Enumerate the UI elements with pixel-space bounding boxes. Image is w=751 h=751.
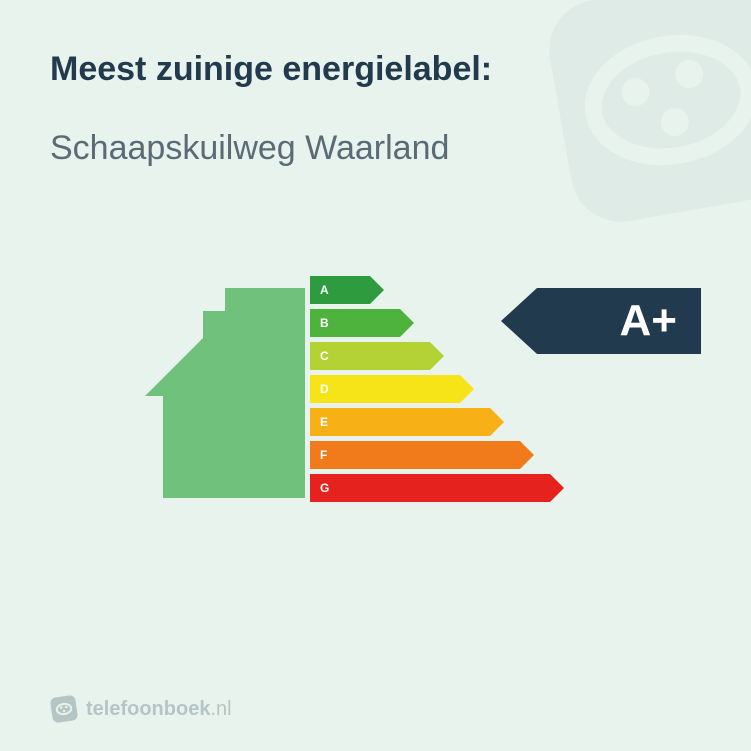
bar-shape: F (310, 441, 534, 469)
bar-shape: E (310, 408, 504, 436)
energy-bar-f: F (310, 439, 564, 471)
bar-shape: G (310, 474, 564, 502)
bar-letter: C (320, 349, 329, 363)
energy-chart: A B C D E F G A+ (50, 238, 701, 528)
footer-brand-bold: telefoonboek (86, 698, 210, 721)
energy-bar-g: G (310, 472, 564, 504)
footer-brand: telefoonboek.nl (86, 698, 232, 721)
bar-letter: G (320, 481, 329, 495)
footer-brand-light: .nl (210, 698, 231, 721)
house-icon (145, 288, 305, 498)
bar-letter: A (320, 283, 329, 297)
bar-letter: E (320, 415, 328, 429)
energy-bar-d: D (310, 373, 564, 405)
bar-shape: B (310, 309, 414, 337)
bar-shape: C (310, 342, 444, 370)
rating-badge: A+ (501, 288, 701, 354)
bar-letter: B (320, 316, 329, 330)
footer-logo-icon (50, 695, 78, 723)
card-container: Meest zuinige energielabel: Schaapskuilw… (0, 0, 751, 751)
bar-shape: D (310, 375, 474, 403)
footer: telefoonboek.nl (50, 695, 232, 723)
energy-bar-e: E (310, 406, 564, 438)
bar-letter: D (320, 382, 329, 396)
rating-text: A+ (620, 296, 677, 346)
title: Meest zuinige energielabel: (50, 50, 701, 89)
subtitle: Schaapskuilweg Waarland (50, 129, 701, 168)
bar-shape: A (310, 276, 384, 304)
bar-letter: F (320, 448, 327, 462)
